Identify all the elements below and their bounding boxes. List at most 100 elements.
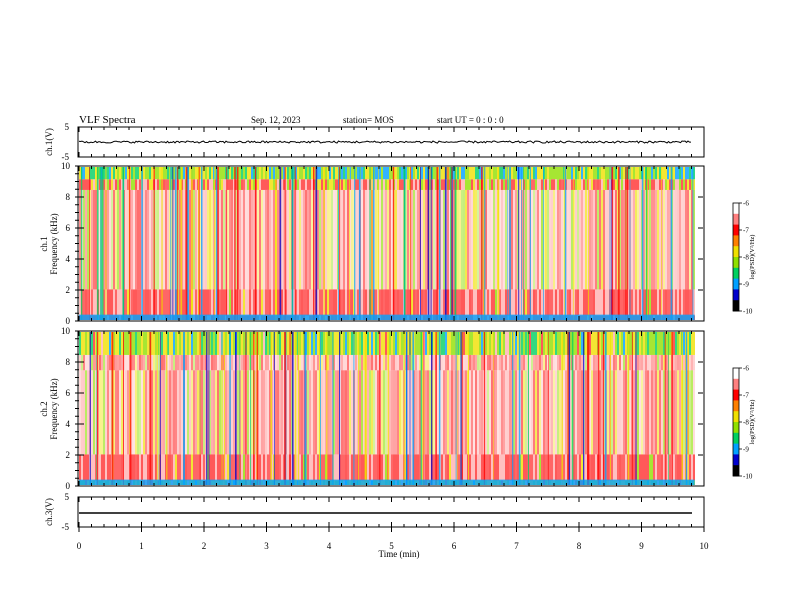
spectrogram-cell (599, 332, 601, 355)
spectrogram-cell (639, 370, 641, 455)
spectrogram-cell (585, 370, 587, 455)
spectrogram-cell (333, 179, 335, 190)
spectrogram-cell (113, 167, 115, 180)
spectrogram-cell (229, 167, 231, 180)
spectrogram-cell (465, 289, 467, 316)
spectrogram-cell (405, 167, 407, 180)
spectrogram-cell (447, 354, 449, 371)
spectrogram-cell (457, 167, 459, 180)
spectrogram-cell (559, 454, 561, 481)
spectrogram-cell (233, 370, 235, 455)
spectrogram-cell (639, 167, 641, 180)
colorbar-segment (733, 300, 739, 312)
spectrogram-cell (485, 289, 487, 316)
spectrogram-cell (289, 289, 291, 316)
spectrogram-cell (575, 370, 577, 455)
spectrogram-cell (333, 189, 335, 290)
spectrogram-streak (403, 332, 405, 485)
spectrogram-cell (205, 354, 207, 371)
spectrogram-cell (501, 167, 503, 180)
spectrogram-cell (375, 354, 377, 371)
spectrogram-cell (293, 289, 295, 316)
spectrogram-cell (293, 189, 295, 290)
spectrogram-cell (395, 189, 397, 290)
spectrogram-cell (351, 167, 353, 180)
spectrogram-cell (371, 454, 373, 481)
spectrogram-cell (457, 189, 459, 290)
spectrogram-cell (171, 354, 173, 371)
spectrogram-cell (257, 354, 259, 371)
spectrogram-cell (309, 179, 311, 190)
spectrogram-cell (633, 179, 635, 190)
spectrogram-cell (271, 179, 273, 190)
spectrogram-cell (231, 454, 233, 481)
spectrogram-cell (93, 167, 95, 180)
spectrogram-cell (131, 332, 133, 355)
spectrogram-cell (169, 332, 171, 355)
spectrogram-cell (347, 289, 349, 316)
spectrogram-cell (327, 167, 329, 180)
spectrogram-cell (145, 289, 147, 316)
spectrogram-streak (100, 167, 102, 320)
spectrogram-cell (685, 167, 687, 180)
spectrogram-cell (301, 167, 303, 180)
spectrogram-cell (477, 289, 479, 316)
spectrogram-streak (627, 332, 630, 485)
spectrogram-cell (453, 189, 455, 290)
spectrogram-cell (235, 179, 237, 190)
spectrogram-cell (565, 354, 567, 371)
spectrogram-cell (667, 289, 669, 316)
spectrogram-cell (621, 332, 623, 355)
spectrogram-cell (503, 189, 505, 290)
spectrogram-cell (215, 454, 217, 481)
spectrogram-streak (564, 167, 567, 320)
spectrogram-cell (677, 189, 679, 290)
spectrogram-cell (185, 454, 187, 481)
spectrogram-cell (693, 189, 695, 290)
spectrogram-cell (453, 454, 455, 481)
spectrogram-cell (459, 167, 461, 180)
spectrogram-cell (657, 454, 659, 481)
spectrogram-cell (649, 454, 651, 481)
spectrogram-cell (121, 167, 123, 180)
spectrogram-cell (377, 332, 379, 355)
spectrogram-cell (531, 454, 533, 481)
spectrogram-cell (443, 289, 445, 316)
spectrogram-cell (387, 289, 389, 316)
spectrogram-cell (145, 332, 147, 355)
spectrogram-cell (591, 189, 593, 290)
spectrogram-cell (341, 289, 343, 316)
spectrogram-cell (103, 354, 105, 371)
spectrogram-cell (115, 370, 117, 455)
spectrogram-cell (179, 354, 181, 371)
spectrogram-cell (231, 167, 233, 180)
spectrogram-cell (165, 454, 167, 481)
spectrogram-cell (479, 179, 481, 190)
spectrogram-cell (437, 354, 439, 371)
spectrogram-cell (643, 167, 645, 180)
spectrogram-cell (655, 332, 657, 355)
spectrogram-cell (447, 370, 449, 455)
spectrogram-cell (535, 179, 537, 190)
spectrogram-cell (83, 179, 85, 190)
spectrogram-cell (267, 179, 269, 190)
spectrogram-cell (315, 332, 317, 355)
spectrogram-cell (359, 454, 361, 481)
spectrogram-cell (609, 332, 611, 355)
spectrogram-cell (521, 332, 523, 355)
spectrogram-cell (665, 354, 667, 371)
spectrogram-cell (383, 289, 385, 316)
y-tick-label: 8 (66, 357, 71, 367)
spectrogram-cell (443, 370, 445, 455)
spectrogram-cell (345, 289, 347, 316)
spectrogram-cell (209, 167, 211, 180)
colorbar-segment (733, 454, 739, 466)
spectrogram-cell (621, 179, 623, 190)
spectrogram-streak (670, 167, 673, 320)
spectrogram-cell (543, 332, 545, 355)
spectrogram-cell (247, 289, 249, 316)
x-tick-label: 6 (452, 541, 457, 551)
spectrogram-cell (287, 354, 289, 371)
spectrogram-cell (337, 454, 339, 481)
